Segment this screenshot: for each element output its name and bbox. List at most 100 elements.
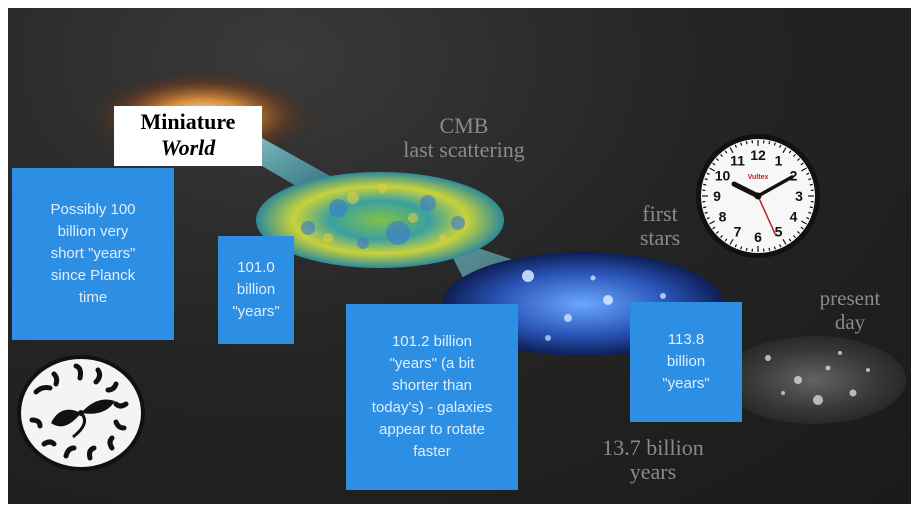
galaxies-line: 101.2 billion: [391, 333, 473, 350]
clock-tick: [808, 178, 812, 181]
clock-tick: [724, 150, 728, 154]
title-line-2: World: [160, 135, 216, 160]
clock-tick: [782, 239, 787, 245]
clock-numeral: 8: [719, 209, 727, 225]
clock-tick: [806, 172, 810, 175]
warped-clock-icon: [17, 355, 145, 471]
clock-tick: [706, 172, 710, 175]
hour-hand: [731, 181, 761, 199]
clock-tick: [734, 244, 737, 248]
clock-tick: [773, 142, 776, 146]
clock-tick: [793, 234, 796, 239]
clock-tick: [773, 246, 776, 250]
present-day-label: present day: [800, 286, 900, 334]
cmb-lines: 101.0 billion "years": [232, 257, 279, 323]
clock-tick: [715, 158, 720, 161]
first-stars-line-2: stars: [639, 225, 681, 250]
galaxies-line: "years" (a bit: [389, 355, 475, 372]
clock-numeral: 2: [790, 168, 798, 184]
cmb-line: billion: [236, 281, 276, 298]
clock-tick: [808, 211, 812, 214]
clock-tick: [768, 247, 771, 251]
clock-numeral: 11: [730, 152, 745, 168]
title-line-1: Miniature: [140, 109, 236, 134]
clock-tick: [788, 238, 792, 242]
planck-line: Possibly 100: [50, 201, 136, 218]
age-line-2: years: [629, 459, 677, 484]
cmb-disk: [256, 172, 504, 268]
galaxies-line: faster: [413, 443, 451, 460]
clock-tick: [745, 247, 748, 251]
clock-numeral: 5: [775, 224, 783, 240]
present-day-line-1: present: [819, 286, 881, 310]
planck-lines: Possibly 100 billion very short "years" …: [50, 199, 135, 309]
clock-tick: [800, 162, 804, 166]
clock-brand: Vultex: [748, 174, 769, 181]
miniature-world-title: Miniature World: [114, 106, 262, 166]
clock-tick: [779, 244, 782, 248]
clock-tick: [704, 178, 708, 181]
age-line-1: 13.7 billion: [602, 435, 704, 460]
galaxies-line: shorter than: [391, 377, 473, 394]
clock-numeral: 7: [734, 224, 742, 240]
clock-tick: [703, 206, 707, 209]
cmb-line: "years": [232, 303, 280, 320]
planck-line: short "years": [50, 245, 136, 262]
clock-tick: [796, 158, 801, 161]
clock-tick: [788, 150, 792, 154]
present-line: 113.8: [667, 331, 705, 348]
clock-tick: [745, 141, 748, 145]
galaxies-line: appear to rotate: [379, 421, 485, 438]
clock-tick: [712, 226, 716, 230]
present-info-box: 113.8 billion "years": [630, 302, 742, 422]
present-lines: 113.8 billion "years": [662, 329, 709, 395]
cmb-label-line-2: last scattering: [403, 137, 525, 162]
first-stars-line-1: first: [642, 201, 678, 226]
cmb-label: CMB last scattering: [374, 114, 554, 162]
clock-tick: [740, 246, 743, 250]
first-stars-label: first stars: [620, 202, 700, 250]
clock-tick: [782, 147, 787, 153]
clock-tick: [800, 226, 804, 230]
clock-tick: [768, 141, 771, 145]
clock-tick: [801, 167, 807, 172]
clock-tick: [734, 144, 737, 148]
cmb-info-box: 101.0 billion "years": [218, 236, 294, 344]
clock-tick: [720, 153, 723, 158]
clock-numeral: 1: [775, 152, 783, 168]
cmb-line: 101.0: [237, 259, 275, 276]
clock-numeral: 9: [713, 188, 721, 204]
clock-tick: [796, 231, 801, 234]
clock-tick: [779, 144, 782, 148]
clock-tick: [740, 142, 743, 146]
clock-tick: [729, 239, 734, 245]
planck-info-box: Possibly 100 billion very short "years" …: [12, 168, 174, 340]
present-line: "years": [662, 375, 710, 392]
clock-tick: [704, 211, 708, 214]
clock-tick: [715, 231, 720, 234]
clock-numeral: 6: [754, 229, 762, 245]
clock-numeral: 3: [795, 188, 803, 204]
present-line: billion: [666, 353, 706, 370]
clock-tick: [793, 153, 796, 158]
present-day-line-2: day: [834, 310, 866, 334]
clock-numeral: 10: [715, 168, 731, 184]
slide: Miniature World CMB last scattering firs…: [8, 8, 911, 504]
planck-line: time: [78, 289, 108, 306]
clock-tick: [720, 234, 723, 239]
clock-tick: [706, 217, 710, 220]
clock-numeral: 4: [790, 209, 798, 225]
clock-tick: [806, 217, 810, 220]
second-hand: [757, 195, 777, 237]
cmb-label-line-1: CMB: [439, 113, 489, 138]
clock-numeral: 12: [750, 147, 766, 163]
clock-tick: [809, 183, 813, 186]
clock-tick: [709, 220, 715, 225]
clock-tick: [709, 167, 715, 172]
clock-tick: [801, 220, 807, 225]
planck-line: since Planck: [50, 267, 136, 284]
clock-tick: [712, 162, 716, 166]
minute-hand: [756, 175, 794, 198]
galaxies-line: today's) - galaxies: [371, 399, 493, 416]
